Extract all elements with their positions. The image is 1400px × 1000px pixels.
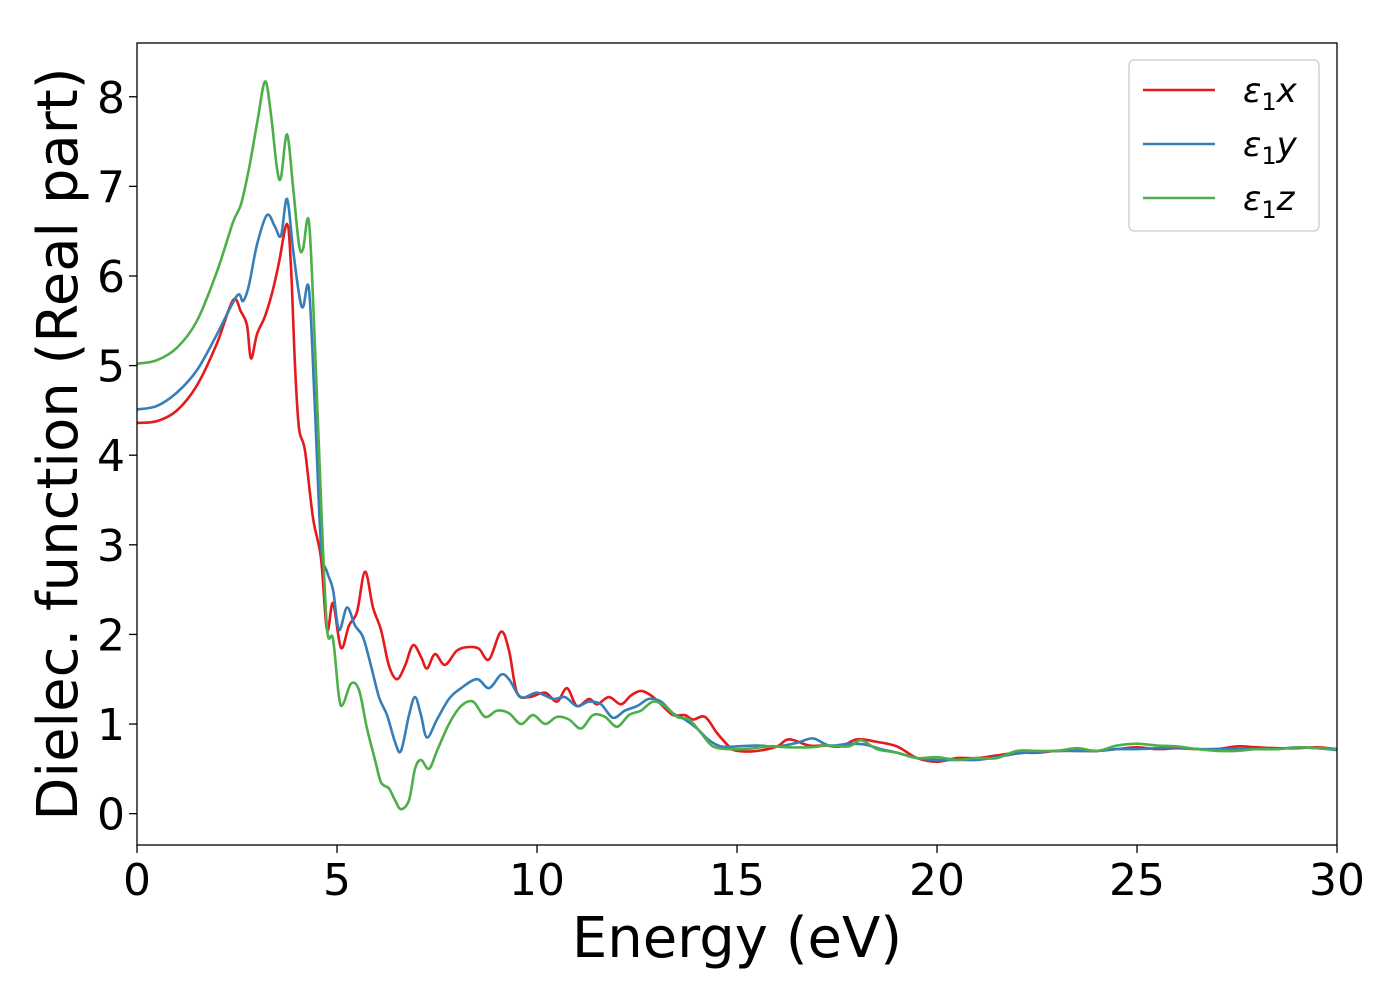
y-axis-title: Dielec. function (Real part) xyxy=(26,67,91,820)
x-tick-label: 10 xyxy=(509,855,565,906)
x-tick-label: 25 xyxy=(1109,855,1165,906)
y-tick-label: 1 xyxy=(97,700,125,751)
y-tick-label: 0 xyxy=(97,790,125,841)
y-tick-label: 3 xyxy=(97,521,125,572)
legend-label-z: ε1z xyxy=(1243,179,1296,224)
legend: ε1x ε1y ε1z xyxy=(1128,59,1320,232)
x-tick-label: 0 xyxy=(123,855,151,906)
y-tick-label: 8 xyxy=(97,73,125,124)
y-ticks: 0 1 2 3 4 5 6 7 8 xyxy=(97,73,137,841)
series-layer xyxy=(136,80,1338,811)
legend-label-x: ε1x xyxy=(1243,71,1298,116)
y-tick-label: 4 xyxy=(97,431,125,482)
legend-label-y: ε1y xyxy=(1243,125,1298,170)
y-tick-label: 6 xyxy=(97,252,125,303)
x-tick-label: 20 xyxy=(909,855,965,906)
x-tick-label: 30 xyxy=(1309,855,1365,906)
legend-items: ε1x ε1y ε1z xyxy=(1143,71,1298,224)
x-tick-label: 5 xyxy=(323,855,351,906)
legend-box xyxy=(1128,59,1320,232)
x-ticks: 0 5 10 15 20 25 30 xyxy=(123,845,1365,906)
y-tick-label: 2 xyxy=(97,610,125,661)
y-tick-label: 5 xyxy=(97,342,125,393)
y-tick-label: 7 xyxy=(97,162,125,213)
x-axis-title: Energy (eV) xyxy=(572,906,902,971)
series-line-z xyxy=(136,80,1338,811)
x-tick-label: 15 xyxy=(709,855,765,906)
